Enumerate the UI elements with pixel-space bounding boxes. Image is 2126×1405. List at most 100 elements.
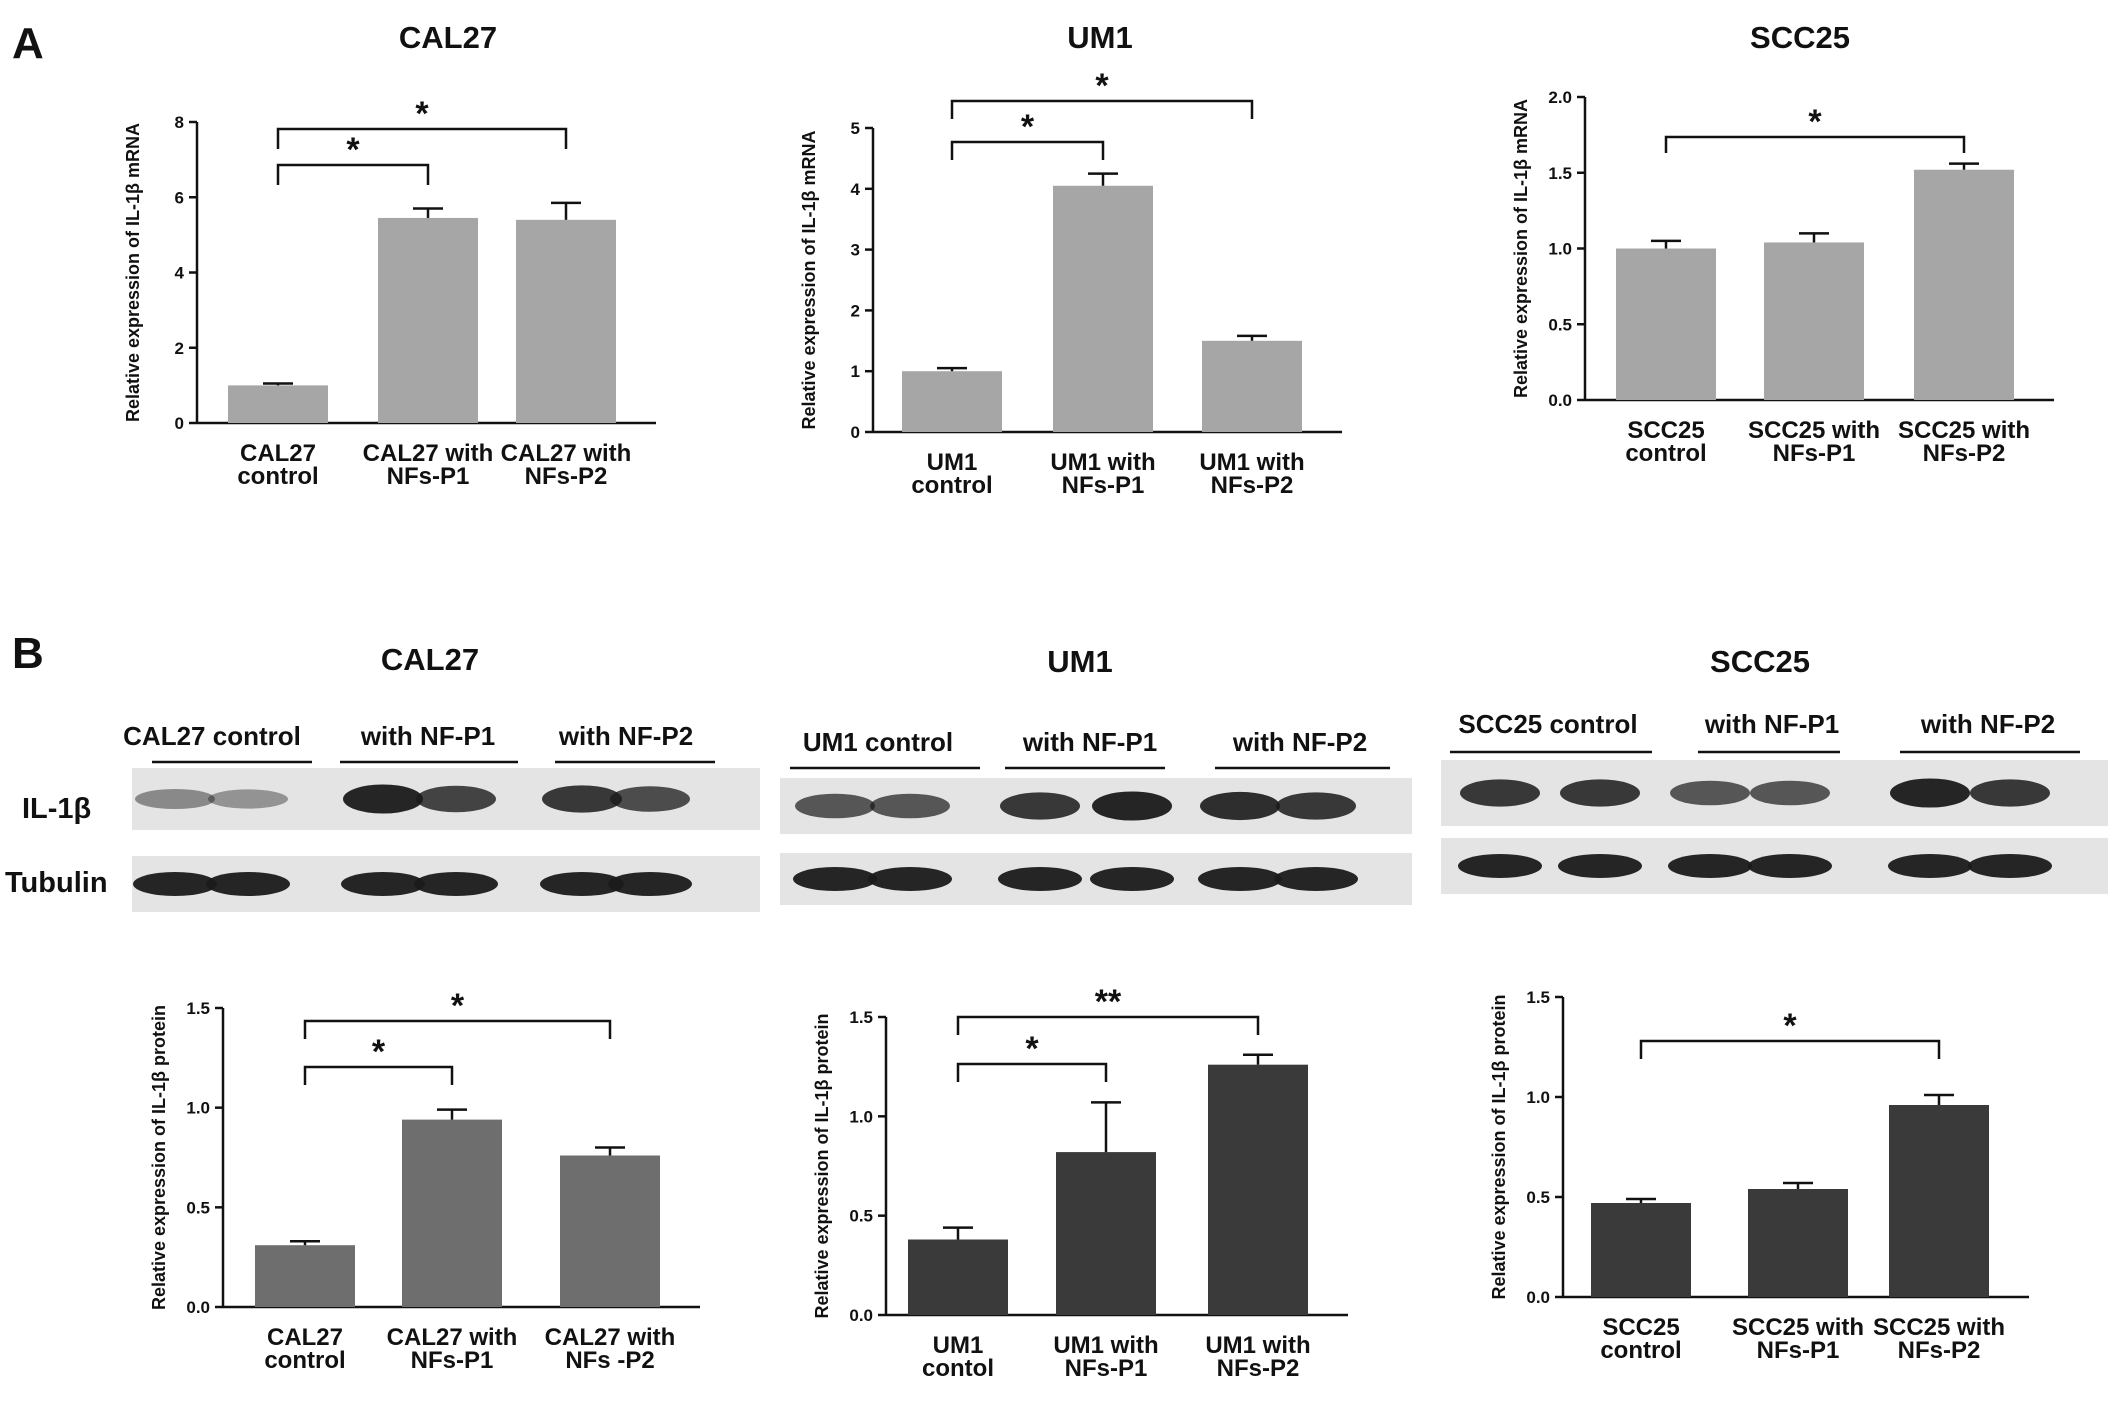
blot-band-tubulin: [1668, 854, 1752, 878]
blot-band-tubulin: [1968, 854, 2052, 878]
category-label: NFs-P1: [411, 1347, 494, 1374]
chart-scc25-protein: 0.0 0.5 1.0 1.5 Relative expression of IL-1β…: [1489, 988, 2029, 1364]
significance-label: *: [372, 1033, 386, 1071]
blot-band-il1b: [208, 789, 288, 809]
bar: [560, 1155, 660, 1307]
y-tick-label: 0.0: [1526, 1288, 1550, 1307]
y-tick-label: 1.0: [849, 1107, 873, 1126]
category-label: UM1 with: [1199, 449, 1304, 476]
category-label: UM1: [927, 449, 978, 476]
bar: [1748, 1189, 1848, 1297]
y-tick-label: 0.0: [1548, 391, 1572, 410]
blot-band-tubulin: [1090, 867, 1174, 891]
blot-band-tubulin: [1198, 867, 1282, 891]
y-tick-label: 0.5: [1526, 1188, 1550, 1207]
blot-band-il1b: [1200, 791, 1280, 821]
category-label: NFs-P2: [1211, 472, 1294, 499]
y-tick-label: 3: [851, 241, 860, 260]
bar: [1914, 169, 2014, 400]
significance-bracket: [276, 127, 568, 149]
significance-label: *: [1808, 103, 1822, 141]
blot-um1: UM1 UM1 control with NF-P1 with NF-P2: [780, 644, 1412, 905]
y-tick-label: 1.0: [186, 1099, 210, 1118]
category-label: UM1 with: [1205, 1332, 1310, 1359]
category-label: SCC25 with: [1873, 1314, 2005, 1341]
category-label: control: [911, 472, 992, 499]
blot-band-tubulin: [133, 872, 217, 896]
blot-band-tubulin: [998, 867, 1082, 891]
blot-band-il1b: [1750, 780, 1830, 806]
category-label: control: [264, 1347, 345, 1374]
blot-band-tubulin: [1458, 854, 1542, 878]
y-tick-label: 1.5: [1548, 164, 1572, 183]
significance-label: *: [1095, 67, 1109, 105]
blot-band-tubulin: [414, 872, 498, 896]
significance-bracket: [950, 99, 1254, 119]
bar: [902, 371, 1002, 432]
bar: [1889, 1105, 1989, 1297]
significance-bracket: [303, 1019, 612, 1039]
category-label: contol: [922, 1355, 994, 1382]
blot-band-tubulin: [1558, 854, 1642, 878]
y-tick-label: 1: [851, 362, 860, 381]
blot-group-label: with NF-P2: [1920, 709, 2055, 739]
blot-row-label: IL-1β: [22, 793, 91, 825]
blot-band-il1b: [343, 784, 423, 814]
y-axis-label: Relative expression of IL-1β mRNA: [799, 130, 819, 429]
category-label: SCC25: [1627, 417, 1704, 444]
chart-title: UM1: [1067, 20, 1132, 55]
blot-group-label: SCC25 control: [1458, 709, 1637, 739]
category-label: NFs-P1: [387, 463, 470, 490]
chart-title: CAL27: [399, 20, 497, 55]
y-tick-label: 1.5: [849, 1008, 873, 1027]
category-label: control: [1625, 440, 1706, 467]
significance-label: **: [1095, 983, 1122, 1021]
significance-label: *: [1021, 108, 1035, 146]
category-label: NFs-P1: [1062, 472, 1145, 499]
category-label: CAL27 with: [387, 1324, 518, 1351]
blot-band-tubulin: [608, 872, 692, 896]
category-label: CAL27: [240, 440, 316, 467]
significance-bracket: [276, 163, 430, 185]
chart-scc25-mrna: SCC25 0.0 0.5 1.0 1.5 2.0 Relative expression …: [1511, 20, 2054, 467]
blot-group-label: with NF-P1: [1022, 727, 1157, 757]
category-label: NFs-P2: [1923, 440, 2006, 467]
bar: [1616, 248, 1716, 400]
category-label: CAL27 with: [501, 440, 632, 467]
blot-band-tubulin: [206, 872, 290, 896]
chart-cal27-mrna: CAL27 0 2 4 6 8 Relative expression of IL-1β m…: [123, 20, 656, 490]
category-label: CAL27 with: [545, 1324, 676, 1351]
bar: [378, 217, 478, 423]
y-tick-label: 2.0: [1548, 88, 1572, 107]
blot-group-label: with NF-P2: [558, 721, 693, 751]
blot-band-il1b: [1000, 792, 1080, 820]
significance-bracket: [950, 140, 1105, 160]
blot-band-il1b: [1970, 779, 2050, 807]
blot-group-label: UM1 control: [803, 727, 953, 757]
category-label: SCC25: [1602, 1314, 1679, 1341]
significance-bracket: [1664, 135, 1966, 153]
y-tick-label: 2: [175, 339, 184, 358]
bar: [1208, 1064, 1308, 1315]
blot-title: CAL27: [381, 642, 479, 677]
y-tick-label: 1.0: [1526, 1088, 1550, 1107]
blot-band-il1b: [1276, 792, 1356, 820]
blot-band-tubulin: [1748, 854, 1832, 878]
panel-a-letter: A: [12, 19, 44, 68]
y-axis-label: Relative expression of IL-1β protein: [1489, 994, 1509, 1299]
y-tick-label: 6: [175, 188, 184, 207]
category-label: NFs-P1: [1773, 440, 1856, 467]
bar: [1764, 242, 1864, 400]
category-label: control: [237, 463, 318, 490]
category-label: CAL27 with: [363, 440, 494, 467]
y-axis-label: Relative expression of IL-1β protein: [149, 1005, 169, 1310]
y-tick-label: 0: [175, 414, 184, 433]
significance-label: *: [415, 95, 429, 133]
blot-band-il1b: [870, 793, 950, 819]
panel-b-letter: B: [12, 629, 44, 678]
category-label: UM1: [933, 1332, 984, 1359]
category-label: CAL27: [267, 1324, 343, 1351]
category-label: NFs-P2: [1898, 1337, 1981, 1364]
blot-title: UM1: [1047, 644, 1112, 679]
